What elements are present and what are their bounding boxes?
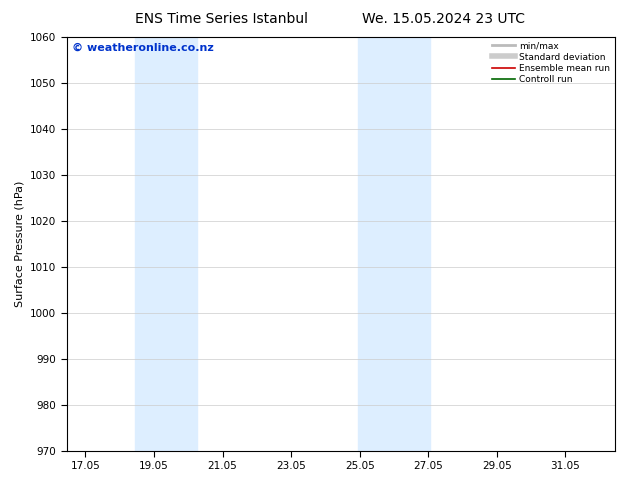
Text: © weatheronline.co.nz: © weatheronline.co.nz (72, 43, 214, 53)
Text: We. 15.05.2024 23 UTC: We. 15.05.2024 23 UTC (362, 12, 526, 26)
Bar (358, 37, 430, 451)
Bar (135, 37, 197, 451)
Y-axis label: Surface Pressure (hPa): Surface Pressure (hPa) (15, 181, 24, 307)
Legend: min/max, Standard deviation, Ensemble mean run, Controll run: min/max, Standard deviation, Ensemble me… (493, 41, 611, 84)
Text: ENS Time Series Istanbul: ENS Time Series Istanbul (136, 12, 308, 26)
